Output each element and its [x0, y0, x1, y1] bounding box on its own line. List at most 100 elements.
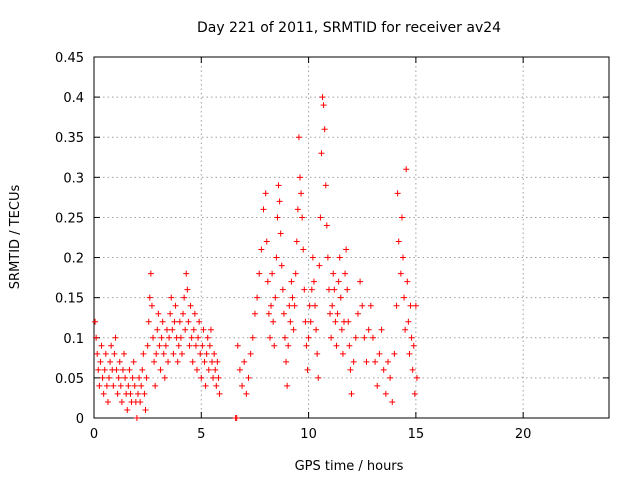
data-point	[191, 310, 198, 317]
data-point	[412, 302, 419, 309]
data-point	[99, 374, 106, 381]
data-point	[315, 374, 322, 381]
data-point	[318, 150, 325, 157]
data-point	[285, 342, 292, 349]
data-point	[197, 350, 204, 357]
y-tick-label: 0.15	[55, 292, 84, 307]
data-point	[313, 326, 320, 333]
data-point	[317, 214, 324, 221]
data-point	[243, 390, 250, 397]
data-point	[348, 390, 355, 397]
data-point	[136, 374, 143, 381]
data-point	[137, 398, 144, 405]
data-point	[350, 358, 357, 365]
data-point	[280, 310, 287, 317]
data-point	[141, 390, 148, 397]
data-point	[324, 254, 331, 261]
data-point	[258, 246, 265, 253]
data-point	[384, 358, 391, 365]
data-point	[266, 334, 273, 341]
plot-frame	[93, 56, 610, 419]
data-point	[185, 318, 192, 325]
data-point	[347, 366, 354, 373]
data-point	[265, 310, 272, 317]
y-tick-labels: 0 0.05 0.1 0.15 0.2 0.25 0.3 0.35 0.4 0.45	[55, 51, 84, 427]
data-point	[162, 342, 169, 349]
data-point	[275, 182, 282, 189]
data-point	[206, 342, 213, 349]
data-point	[154, 326, 161, 333]
data-point	[211, 350, 218, 357]
data-point	[114, 390, 121, 397]
data-point	[157, 366, 164, 373]
data-point	[403, 166, 410, 173]
data-point	[387, 374, 394, 381]
data-point	[92, 318, 99, 325]
data-point	[236, 366, 243, 373]
data-point	[346, 342, 353, 349]
data-point	[306, 302, 313, 309]
data-point	[251, 310, 258, 317]
x-tick-label: 20	[515, 427, 532, 442]
data-point	[283, 358, 290, 365]
data-point	[274, 214, 281, 221]
data-point	[196, 318, 203, 325]
data-point	[174, 358, 181, 365]
y-tick-label: 0	[76, 412, 84, 427]
data-point	[284, 382, 291, 389]
data-point	[153, 350, 160, 357]
data-point	[279, 286, 286, 293]
data-point	[177, 334, 184, 341]
data-point	[293, 238, 300, 245]
data-point	[247, 350, 254, 357]
data-point	[178, 350, 185, 357]
data-point	[312, 302, 319, 309]
data-point	[271, 342, 278, 349]
data-point	[130, 358, 137, 365]
data-point	[138, 382, 145, 389]
data-point	[367, 302, 374, 309]
data-point	[321, 126, 328, 133]
data-point	[394, 190, 401, 197]
data-point	[201, 358, 208, 365]
data-point	[401, 294, 408, 301]
data-point	[301, 286, 308, 293]
data-point	[402, 326, 409, 333]
data-point	[202, 382, 209, 389]
data-point	[336, 254, 343, 261]
data-point	[256, 270, 263, 277]
data-point	[119, 366, 126, 373]
data-point	[398, 214, 405, 221]
data-point	[143, 374, 150, 381]
data-point	[413, 374, 420, 381]
data-point	[215, 374, 222, 381]
x-tick-label: 10	[300, 427, 317, 442]
data-point	[323, 222, 330, 229]
data-point	[281, 334, 288, 341]
data-point	[334, 310, 341, 317]
data-point	[369, 334, 376, 341]
data-point	[289, 294, 296, 301]
data-point	[148, 302, 155, 309]
data-point	[389, 398, 396, 405]
data-point	[205, 366, 212, 373]
data-point	[331, 286, 338, 293]
data-point	[260, 206, 267, 213]
data-point	[212, 366, 219, 373]
data-point	[175, 342, 182, 349]
data-point	[276, 198, 283, 205]
data-point	[372, 358, 379, 365]
data-point	[101, 366, 108, 373]
data-point	[94, 350, 101, 357]
data-point	[278, 262, 285, 269]
x-tick-labels: 0 5 10 15 20	[90, 427, 532, 442]
data-point	[294, 206, 301, 213]
data-point	[102, 350, 109, 357]
data-point	[272, 294, 279, 301]
data-point	[203, 350, 210, 357]
data-point	[181, 294, 188, 301]
data-point	[168, 294, 175, 301]
data-point	[322, 182, 329, 189]
data-point	[110, 382, 117, 389]
